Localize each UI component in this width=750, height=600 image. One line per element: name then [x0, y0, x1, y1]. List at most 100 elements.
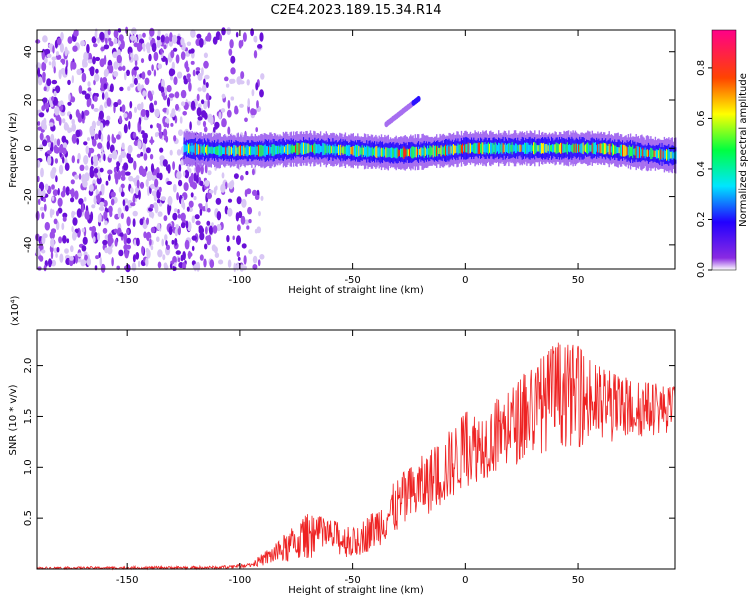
heatmap-cell	[137, 83, 141, 92]
heatmap-cell	[233, 173, 239, 180]
heatmap-cell	[232, 147, 234, 154]
heatmap-cell	[55, 175, 58, 183]
heatmap-cell	[117, 213, 121, 218]
heatmap-cell	[127, 86, 131, 91]
heatmap-cell	[206, 220, 211, 226]
heatmap-cell	[171, 108, 176, 118]
heatmap-cell	[403, 146, 405, 159]
heatmap-cell	[62, 212, 68, 219]
heatmap-cell	[87, 137, 90, 142]
heatmap-cell	[201, 67, 204, 76]
heatmap-cell	[59, 43, 64, 53]
heatmap-cell	[339, 145, 341, 155]
heatmap-cell	[250, 28, 255, 37]
heatmap-cell	[111, 257, 114, 267]
heatmap-cell	[49, 208, 53, 218]
heatmap-cell	[49, 147, 54, 152]
heatmap-cell	[145, 257, 149, 267]
heatmap-cell	[177, 209, 180, 214]
heatmap-cell	[190, 192, 194, 198]
heatmap-cell	[257, 44, 263, 49]
heatmap-cell	[433, 146, 436, 157]
heatmap-cell	[636, 146, 639, 159]
heatmap-cell	[389, 147, 392, 158]
heatmap-cell	[81, 110, 85, 120]
heatmap-cell	[61, 222, 65, 230]
heatmap-cell	[464, 144, 466, 153]
heatmap-cell	[209, 147, 211, 154]
heatmap-cell	[64, 162, 70, 171]
heatmap-cell	[71, 123, 76, 132]
heatmap-cell	[176, 71, 183, 79]
heatmap-cell	[150, 183, 156, 189]
heatmap-cell	[150, 124, 153, 129]
heatmap-cell	[227, 259, 232, 268]
heatmap-cell	[118, 66, 123, 71]
heatmap-cell	[227, 99, 231, 109]
heatmap-cell	[203, 112, 208, 120]
heatmap-cell	[480, 143, 482, 153]
heatmap-cell	[56, 210, 59, 217]
heatmap-cell	[55, 253, 58, 258]
heatmap-cell	[233, 145, 235, 157]
heatmap-cell	[285, 145, 287, 154]
heatmap-cell	[225, 146, 227, 156]
heatmap-cell	[287, 143, 289, 155]
heatmap-cell	[62, 118, 66, 124]
heatmap-cell	[517, 145, 519, 152]
heatmap-cell	[124, 205, 129, 212]
heatmap-cell	[190, 172, 194, 180]
heatmap-cell	[142, 90, 147, 97]
heatmap-cell	[186, 142, 189, 155]
heatmap-cell	[81, 203, 84, 213]
heatmap-cell	[579, 144, 581, 153]
heatmap-cell	[366, 145, 368, 158]
heatmap-cell	[240, 215, 246, 225]
heatmap-cell	[107, 246, 113, 255]
heatmap-cell	[226, 147, 228, 154]
heatmap-cell	[404, 148, 406, 157]
heatmap-cell	[120, 191, 125, 197]
heatmap-cell	[113, 61, 119, 70]
heatmap-cell	[646, 149, 649, 158]
heatmap-cell	[484, 142, 486, 155]
heatmap-cell	[675, 151, 677, 160]
heatmap-cell	[171, 239, 175, 245]
heatmap-cell	[226, 27, 231, 36]
heatmap-cell	[160, 196, 166, 202]
heatmap-cell	[360, 147, 362, 155]
heatmap-cell	[410, 148, 412, 157]
heatmap-cell	[51, 196, 55, 201]
heatmap-cell	[197, 116, 203, 121]
heatmap-cell	[156, 199, 161, 204]
heatmap-cell	[236, 235, 241, 246]
heatmap-cell	[111, 133, 115, 143]
heatmap-cell	[172, 212, 178, 221]
heatmap-cell	[443, 145, 446, 156]
heatmap-cell	[48, 43, 54, 48]
heatmap-cell	[617, 147, 619, 154]
heatmap-cell	[133, 140, 139, 147]
heatmap-cell	[397, 149, 400, 157]
heatmap-cell	[221, 121, 226, 127]
heatmap-cell	[237, 224, 241, 232]
heatmap-cell	[172, 183, 177, 193]
heatmap-cell	[186, 206, 190, 212]
heatmap-cell	[180, 254, 184, 262]
y-tick-label: 0.5	[23, 510, 34, 526]
heatmap-cell	[610, 146, 613, 153]
heatmap-cell	[353, 146, 356, 156]
heatmap-cell	[336, 146, 339, 154]
heatmap-cell	[242, 265, 247, 271]
heatmap-cell	[666, 149, 668, 161]
heatmap-cell	[578, 144, 580, 153]
heatmap-cell	[87, 87, 92, 92]
heatmap-cell	[672, 152, 675, 159]
heatmap-cell	[43, 86, 47, 92]
heatmap-cell	[422, 148, 424, 156]
heatmap-cell	[440, 145, 442, 157]
heatmap-cell	[87, 59, 93, 64]
heatmap-cell	[58, 101, 62, 107]
heatmap-cell	[107, 134, 111, 143]
heatmap-cell	[97, 213, 102, 223]
